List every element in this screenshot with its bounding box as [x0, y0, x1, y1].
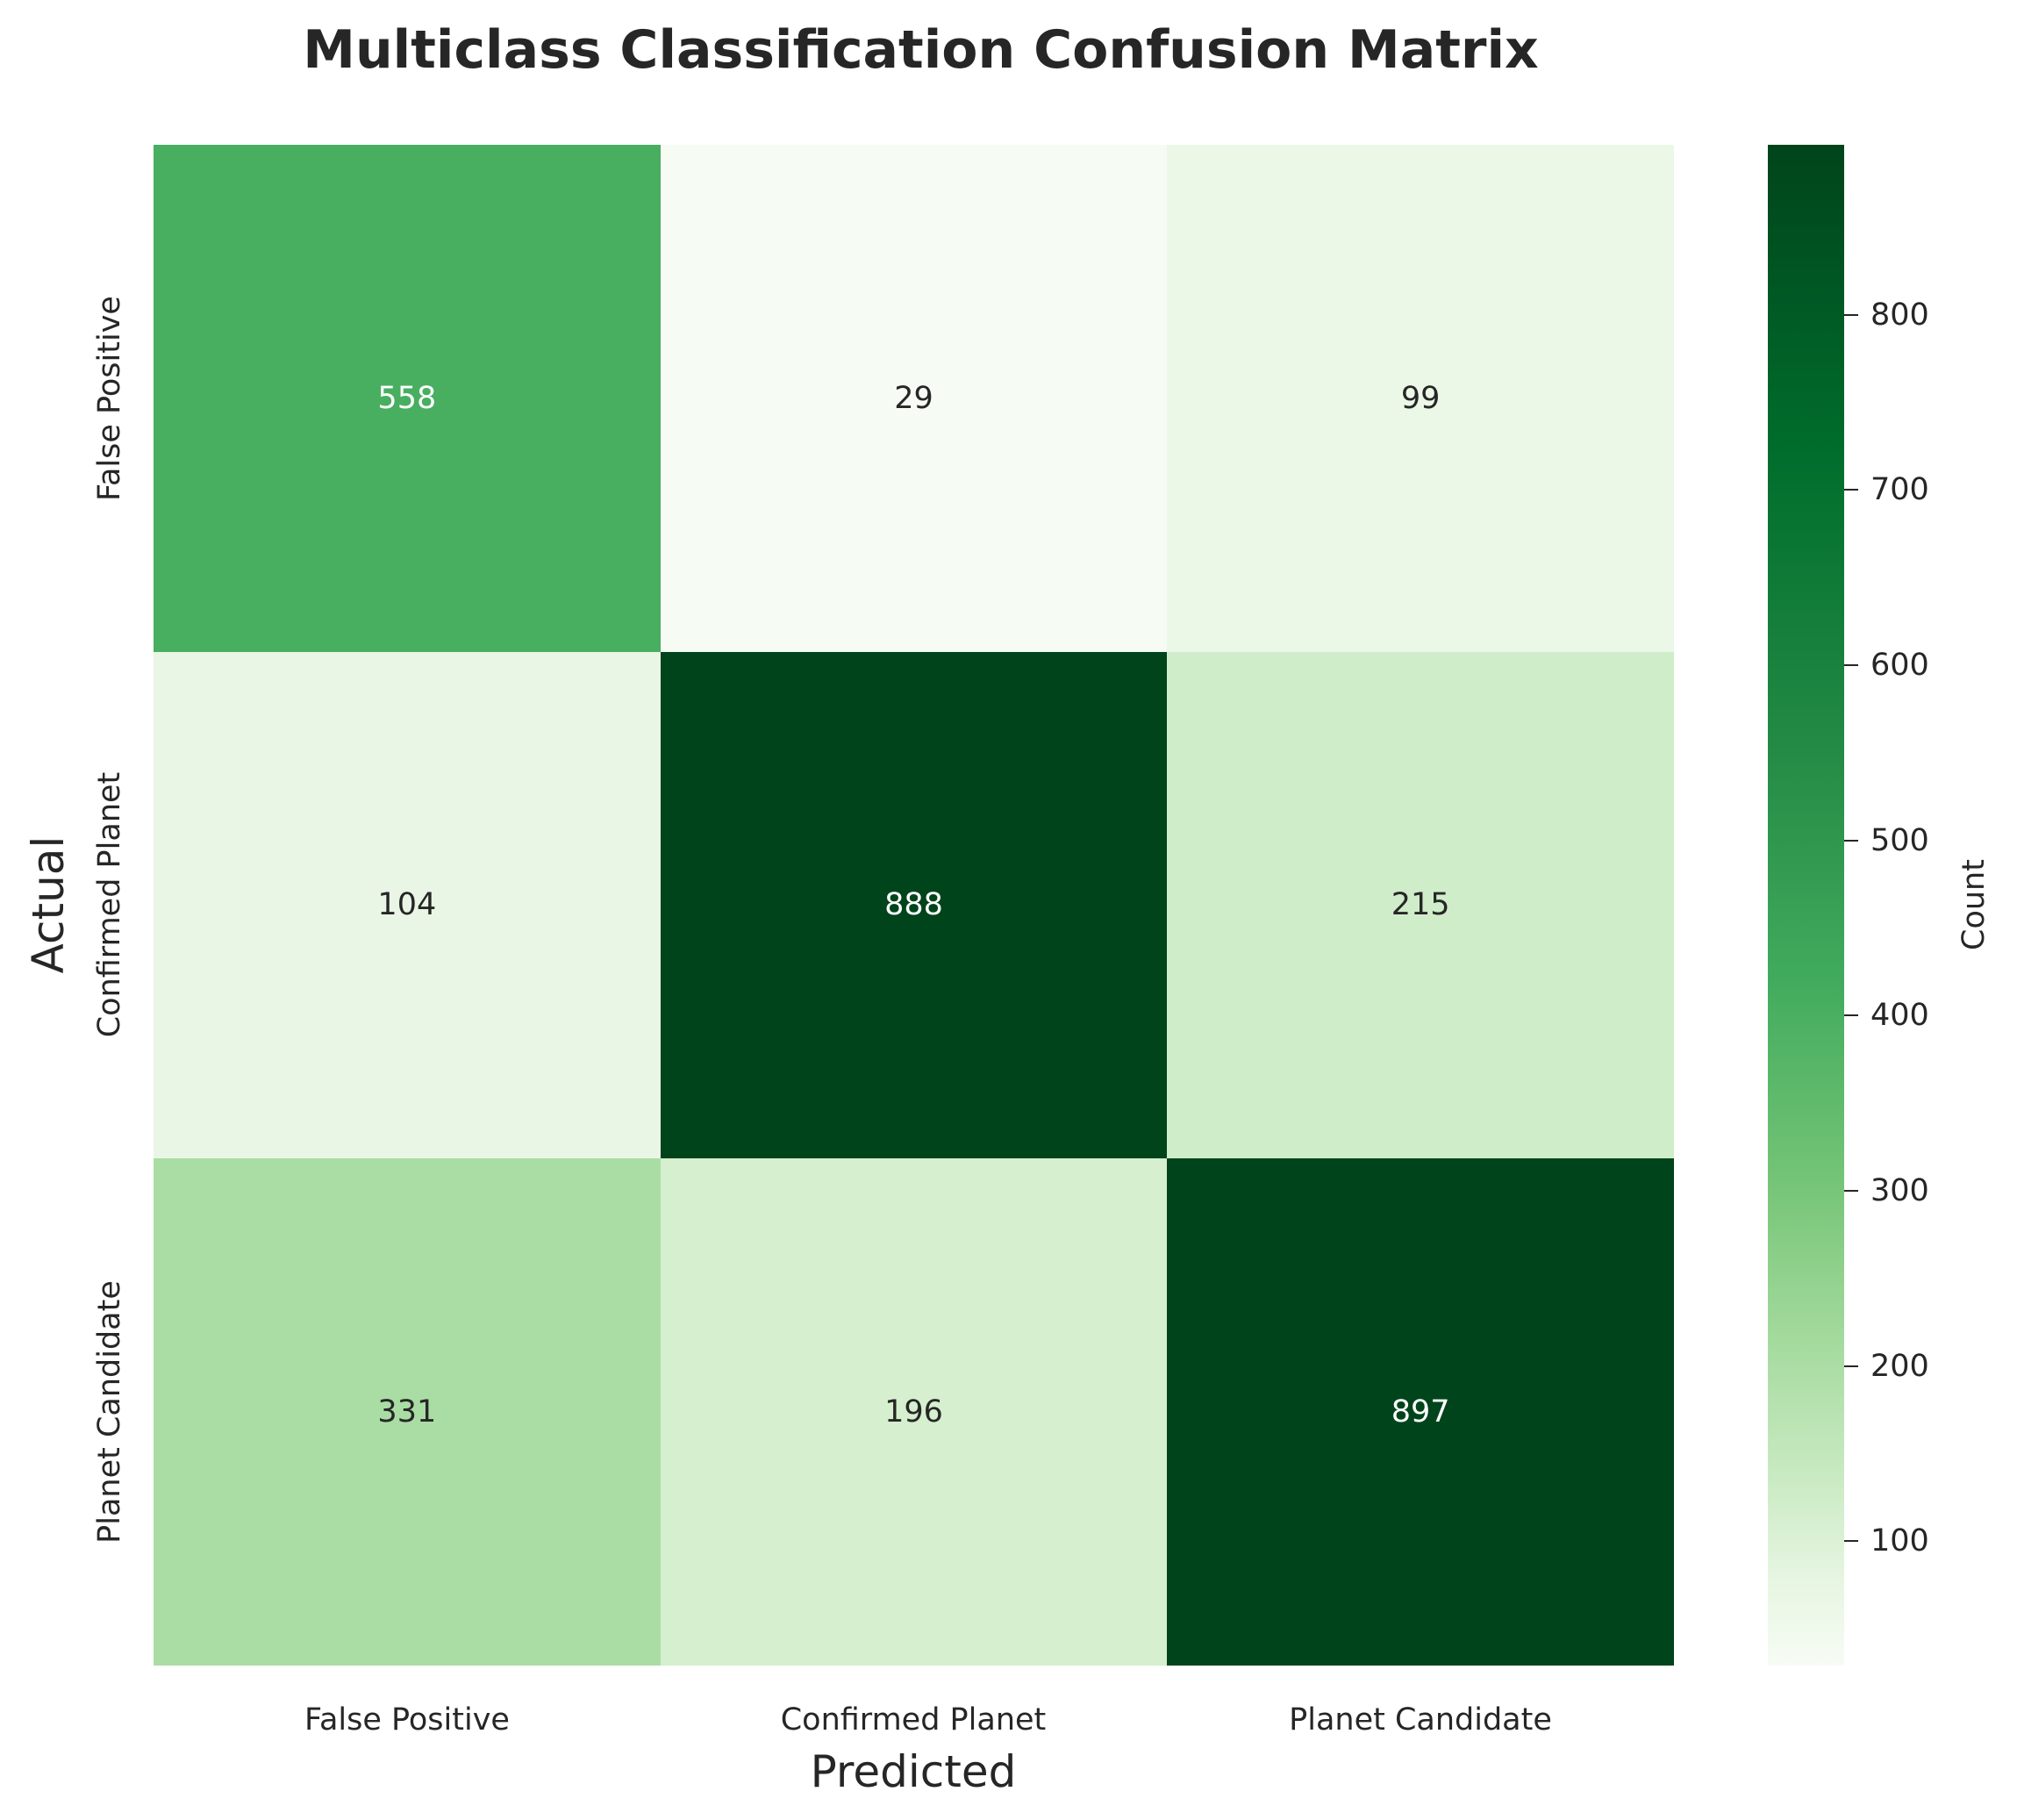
colorbar-tick-mark [1844, 1540, 1858, 1542]
colorbar-tick-mark [1844, 1014, 1858, 1016]
colorbar-tick-label: 400 [1870, 998, 1929, 1033]
colorbar-tick-label: 300 [1870, 1173, 1929, 1208]
cell-2-0: 331 [154, 1158, 661, 1666]
chart-title: Multiclass Classification Confusion Matr… [0, 19, 1842, 81]
xtick-planet-candidate: Planet Candidate [1289, 1702, 1552, 1738]
colorbar-label: Count [1956, 859, 1992, 950]
colorbar-tick-label: 100 [1870, 1523, 1929, 1558]
xtick-confirmed-planet: Confirmed Planet [781, 1702, 1047, 1738]
cell-2-2: 897 [1167, 1158, 1674, 1666]
cell-0-0: 558 [154, 145, 661, 652]
colorbar-tick-mark [1844, 1365, 1858, 1367]
colorbar-tick-label: 600 [1870, 648, 1929, 683]
cell-0-1: 29 [661, 145, 1168, 652]
cell-1-1: 888 [661, 652, 1168, 1159]
cell-2-1: 196 [661, 1158, 1168, 1666]
colorbar-tick-mark [1844, 1190, 1858, 1192]
colorbar-tick-mark [1844, 314, 1858, 316]
x-axis-label: Predicted [811, 1746, 1017, 1797]
colorbar [1768, 145, 1844, 1666]
cell-0-2: 99 [1167, 145, 1674, 652]
colorbar-tick-label: 500 [1870, 823, 1929, 858]
confusion-matrix: 558 29 99 104 888 215 331 196 897 [154, 145, 1674, 1666]
colorbar-tick-label: 200 [1870, 1349, 1929, 1384]
colorbar-tick-label: 700 [1870, 472, 1929, 507]
cell-1-0: 104 [154, 652, 661, 1159]
colorbar-tick-mark [1844, 664, 1858, 666]
y-axis-label: Actual [23, 836, 74, 974]
xtick-false-positive: False Positive [304, 1702, 510, 1738]
ytick-false-positive: False Positive [92, 296, 127, 501]
cell-1-2: 215 [1167, 652, 1674, 1159]
ytick-planet-candidate: Planet Candidate [92, 1280, 127, 1544]
colorbar-tick-label: 800 [1870, 297, 1929, 333]
colorbar-tick-mark [1844, 489, 1858, 491]
colorbar-tick-mark [1844, 840, 1858, 842]
ytick-confirmed-planet: Confirmed Planet [92, 772, 127, 1038]
